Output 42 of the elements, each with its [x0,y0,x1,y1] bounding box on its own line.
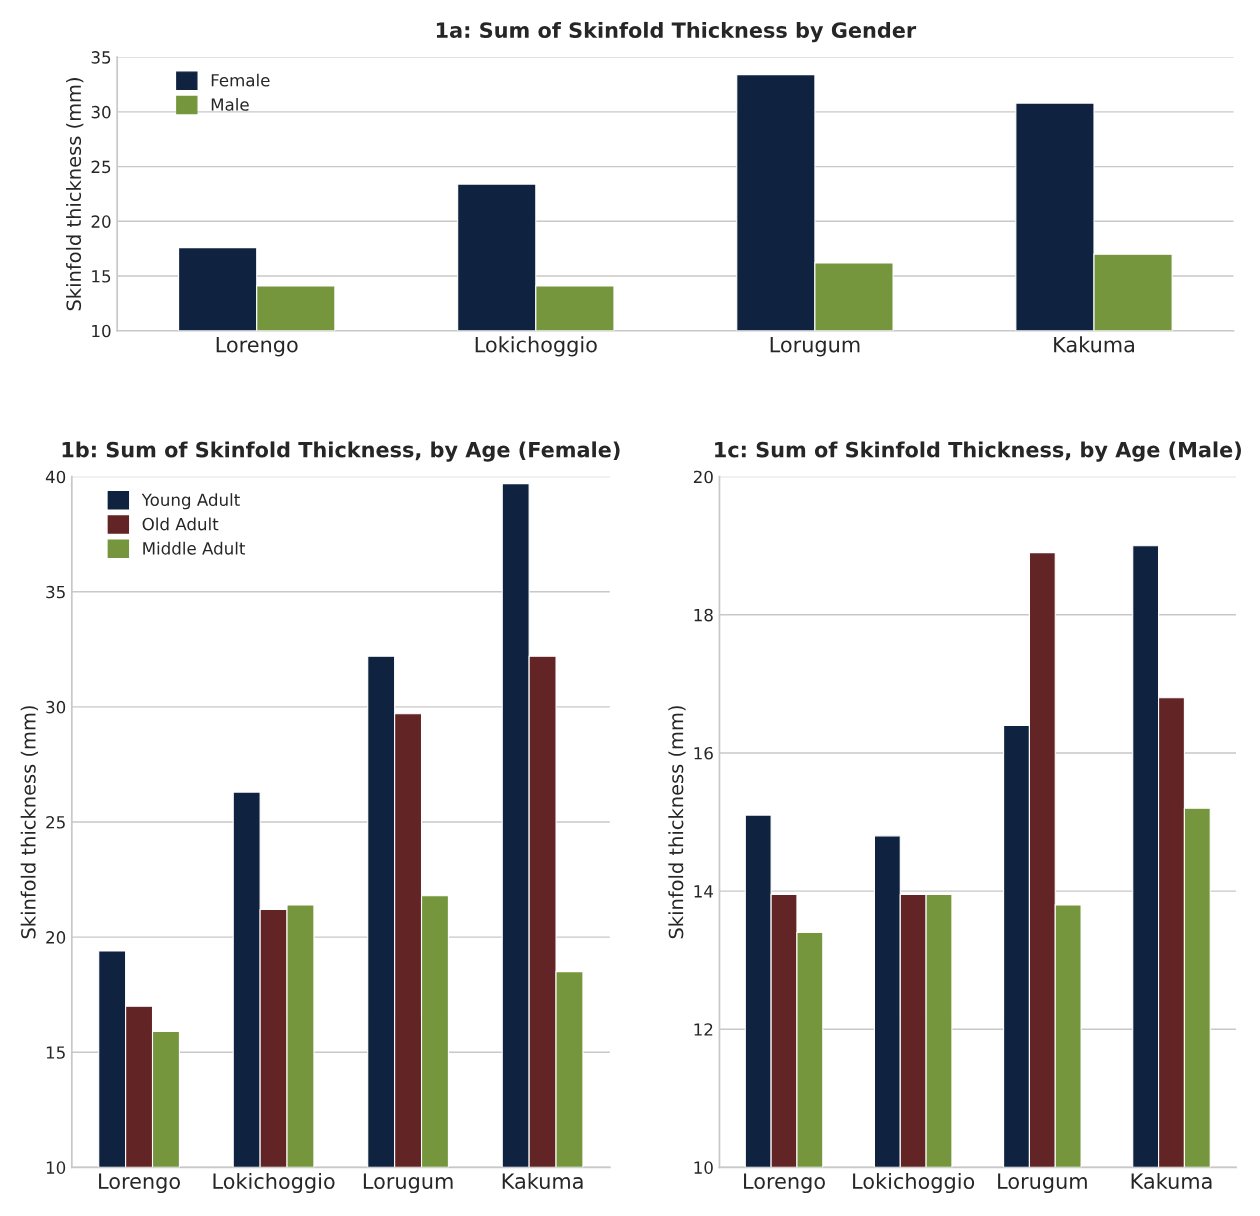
chart-title: 1c: Sum of Skinfold Thickness, by Age (Male) [715,441,1241,462]
x-tick-label: Lokichoggio [853,1172,975,1194]
x-tick-label: Lokichoggio [213,1172,335,1194]
y-tick-label: 15 [92,270,111,283]
legend-label: Middle Adult [143,541,246,555]
chart-title: 1a: Sum of Skinfold Thickness by Gender [436,21,917,43]
y-tick-label: 18 [694,608,713,622]
y-tick-label: 25 [46,815,65,829]
y-tick-label: 40 [45,470,66,484]
y-tick-label: 20 [46,931,66,944]
y-tick-label: 25 [91,160,111,174]
y-tick-label: 35 [46,585,65,599]
x-tick-label: Kakuma [1131,1172,1212,1190]
x-tick-label: Lokichoggio [475,336,597,357]
x-tick-label: Kakuma [502,1172,583,1190]
y-tick-label: 12 [694,1023,713,1036]
x-tick-label: Lorengo [216,336,298,357]
y-tick-label: 30 [46,700,66,714]
y-tick-label: 35 [91,51,111,64]
x-tick-label: Lorugum [770,336,860,357]
y-tick-label: 16 [694,746,713,760]
legend-label: Old Adult [142,517,219,531]
y-axis-title: Skinfold thickness (mm) [66,78,84,311]
legend-label: Female [211,73,270,87]
y-tick-label: 30 [91,105,111,119]
y-tick-label: 20 [693,470,713,484]
y-axis-title: Skinfold thickness (mm) [20,706,39,939]
x-tick-label: Lorengo [99,1173,180,1194]
y-tick-label: 10 [92,324,111,338]
legend-label: Young Adult [141,493,240,510]
y-tick-label: 15 [46,1046,65,1059]
y-axis-title: Skinfold thickness (mm) [668,706,686,939]
y-tick-label: 10 [694,1161,713,1174]
x-tick-label: Lorugum [363,1173,453,1194]
y-tick-label: 20 [91,215,111,228]
x-tick-label: Kakuma [1054,336,1134,353]
x-tick-label: Lorugum [998,1173,1087,1194]
chart-title: 1b: Sum of Skinfold Thickness, by Age (Female) [62,441,620,462]
legend-label: Male [211,97,249,111]
x-tick-label: Lorengo [744,1173,825,1194]
y-tick-label: 14 [694,885,713,898]
y-tick-label: 10 [46,1161,66,1174]
